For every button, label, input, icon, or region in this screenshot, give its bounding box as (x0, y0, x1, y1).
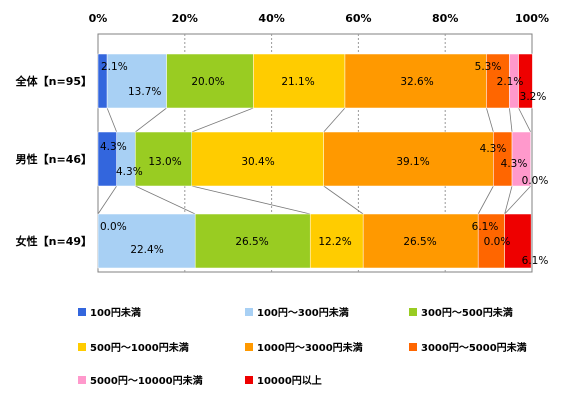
bar-segment (511, 131, 531, 187)
series-line (191, 185, 311, 215)
series-line (135, 185, 196, 215)
data-label: 0.0% (484, 236, 511, 248)
bar-segment (323, 131, 494, 187)
data-label: 13.0% (148, 156, 181, 168)
legend-label: 100円～300円未満 (257, 306, 349, 319)
bar-segment (477, 213, 505, 269)
data-label: 6.1% (472, 221, 499, 233)
legend-label: 3000円～5000円未満 (421, 341, 527, 354)
bar-segment (106, 53, 167, 109)
legend-label: 100円未満 (90, 306, 141, 319)
data-label: 32.6% (400, 76, 433, 88)
data-label: 39.1% (396, 156, 429, 168)
series-line (504, 185, 513, 215)
legend-swatch (409, 308, 417, 316)
data-label: 26.5% (403, 236, 436, 248)
data-label: 4.3% (116, 166, 143, 178)
bar-segment (135, 131, 192, 187)
legend-label: 5000円～10000円未満 (90, 374, 203, 387)
series-line (486, 107, 494, 133)
x-tick-label: 100% (515, 12, 549, 25)
series-line (504, 185, 531, 215)
series-line (509, 107, 513, 133)
data-label: 0.0% (522, 175, 549, 187)
bar-segment (166, 53, 254, 109)
category-label: 女性【n=49】 (16, 234, 92, 248)
bar-segment (518, 53, 533, 109)
data-label: 26.5% (235, 236, 268, 248)
legend-label: 300円～500円未満 (421, 306, 513, 319)
legend-swatch (78, 308, 86, 316)
bar-segment (194, 213, 311, 269)
legend-label: 1000円～3000円未満 (257, 341, 363, 354)
bar-segment (97, 213, 196, 269)
bar-segment (253, 53, 346, 109)
bar-segment (191, 131, 324, 187)
data-label: 2.1% (101, 61, 128, 73)
series-line (97, 185, 117, 215)
x-tick-label: 0% (89, 12, 108, 25)
bar-segment (362, 213, 479, 269)
series-line (477, 185, 494, 215)
series-line (191, 107, 254, 133)
x-tick-label: 20% (172, 12, 198, 25)
data-label: 30.4% (241, 156, 274, 168)
data-label: 12.2% (318, 236, 351, 248)
data-label: 3.2% (520, 91, 547, 103)
data-label: 4.3% (480, 143, 507, 155)
legend-swatch (245, 343, 253, 351)
data-label: 22.4% (130, 244, 163, 256)
x-tick-label: 80% (432, 12, 458, 25)
legend-swatch (245, 376, 253, 384)
x-tick-label: 60% (345, 12, 371, 25)
data-label: 4.3% (501, 158, 528, 170)
legend-label: 500円～1000円未満 (90, 341, 189, 354)
data-label: 20.0% (191, 76, 224, 88)
legend-swatch (409, 343, 417, 351)
legend-swatch (78, 376, 86, 384)
data-label: 4.3% (100, 141, 127, 153)
legend-swatch (245, 308, 253, 316)
legend-swatch (78, 343, 86, 351)
data-label: 0.0% (100, 221, 127, 233)
legend-label: 10000円以上 (257, 374, 322, 387)
data-label: 2.1% (497, 76, 524, 88)
data-label: 21.1% (281, 76, 314, 88)
series-line (323, 185, 364, 215)
series-line (106, 107, 118, 133)
category-label: 男性【n=46】 (16, 152, 92, 166)
data-label: 13.7% (128, 86, 161, 98)
data-label: 5.3% (475, 61, 502, 73)
bar-segment (504, 213, 532, 269)
series-line (323, 107, 346, 133)
data-label: 6.1% (522, 255, 549, 267)
bar-segment (309, 213, 364, 269)
category-label: 全体【n=95】 (15, 74, 92, 88)
x-tick-label: 40% (258, 12, 284, 25)
series-line (518, 107, 532, 133)
series-line (135, 107, 167, 133)
bar-segment (344, 53, 487, 109)
